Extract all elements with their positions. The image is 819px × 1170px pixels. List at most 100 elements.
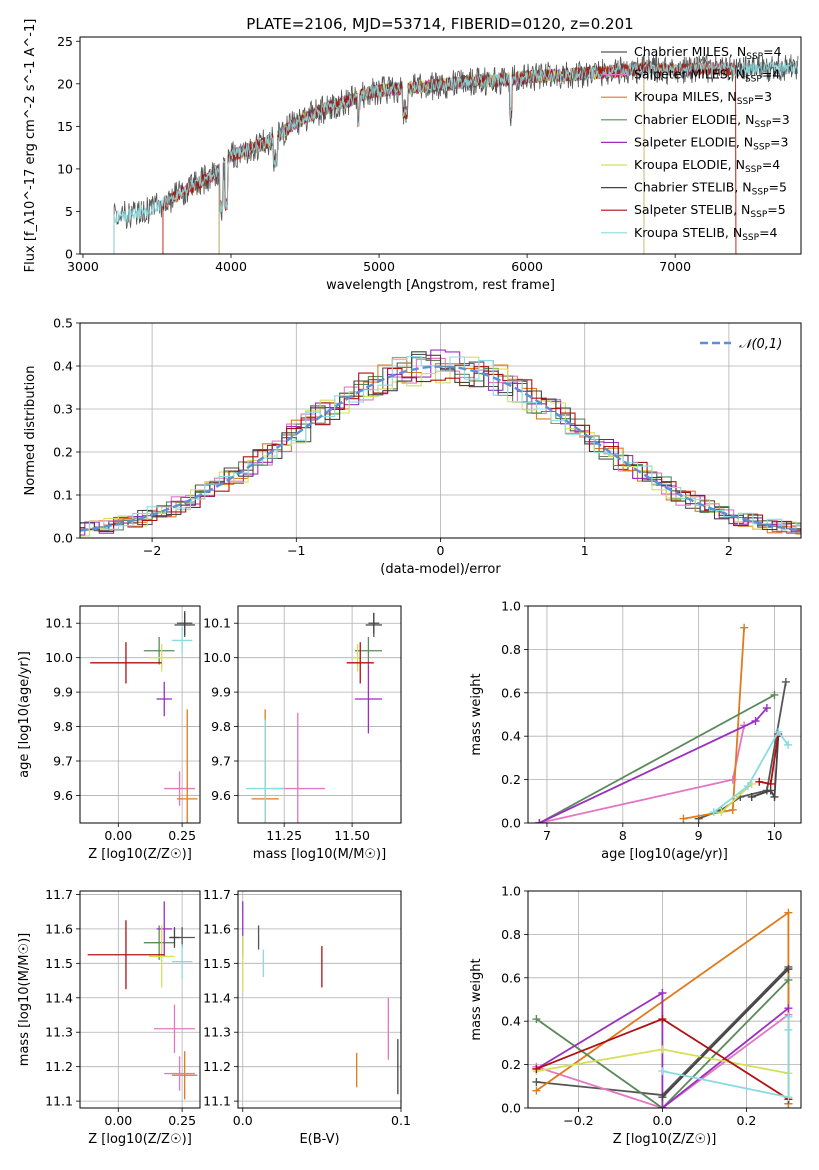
- mass-weight-marker: [784, 1004, 793, 1013]
- mass-vs-ebv-panel: 0.0 0.1 11.1 11.2 11.3 11.4 11.5 11.6 11.7 E(B-V): [203, 887, 411, 1147]
- residual-histogram-panel: −2 −1 0 1 2 0.0 0.1 0.2 0.3 0.4 0.5 (data-model)/er…: [23, 316, 802, 577]
- mass-weight-marker: [658, 988, 667, 997]
- y-tick-label: 11.2: [203, 1059, 231, 1074]
- legend-subscript: SSP: [754, 120, 771, 130]
- axes-frame: [79, 36, 802, 255]
- x-tick-label: 0: [437, 543, 445, 558]
- legend-value: =4: [762, 157, 780, 172]
- x-tick-label: 11.25: [266, 828, 302, 843]
- x-axis-label: Z [log10(Z/Z☉)]: [613, 1132, 717, 1147]
- x-tick-label: 2: [725, 543, 733, 558]
- mass-weight-marker: [658, 1045, 667, 1054]
- plot-area: [532, 908, 793, 1108]
- axes-frame: [527, 890, 802, 1109]
- y-axis-label: mass weight: [469, 958, 484, 1040]
- x-tick-label: 0.1: [391, 1113, 411, 1128]
- mass-weight-vs-metallicity-panel: −0.2 0.0 0.2 0.0 0.2 0.4 0.6 0.8 1.0 Z [log10(Z/Z…: [469, 884, 802, 1147]
- plot-area: [242, 901, 399, 1095]
- legend-value: =4: [763, 44, 781, 59]
- x-axis-label: Z [log10(Z/Z☉)]: [88, 847, 192, 862]
- y-tick-label: 11.5: [203, 956, 231, 971]
- x-tick-label: −2: [143, 543, 161, 558]
- x-tick-label: 4000: [215, 259, 247, 274]
- plot-area: [80, 349, 801, 537]
- y-tick-label: 11.3: [203, 1025, 231, 1040]
- mass-weight-marker: [784, 908, 793, 917]
- x-tick-label: 6000: [511, 259, 543, 274]
- y-tick-label: 9.9: [53, 685, 73, 700]
- mass-weight-marker: [784, 1012, 793, 1021]
- mass-weight-marker: [658, 1093, 667, 1102]
- mass-weight-marker: [728, 805, 737, 814]
- x-tick-label: 10: [767, 828, 783, 843]
- y-tick-label: 0.1: [53, 488, 73, 503]
- mass-weight-marker: [532, 1064, 541, 1073]
- y-tick-label: 11.4: [45, 990, 73, 1005]
- y-axis-label: age [log10(age/yr)]: [17, 651, 32, 778]
- x-tick-label: 9: [695, 828, 703, 843]
- legend-subscript: SSP: [745, 165, 762, 175]
- y-tick-label: 9.7: [53, 754, 73, 769]
- mass-weight-marker: [751, 717, 760, 726]
- y-tick-label: 11.5: [45, 956, 73, 971]
- x-tick-label: 0.25: [168, 828, 196, 843]
- mass-weight-marker: [781, 677, 790, 686]
- histogram-step: [80, 351, 801, 530]
- x-tick-label: 0.00: [104, 828, 132, 843]
- mass-weight-marker: [770, 792, 779, 801]
- mass-weight-line: [720, 783, 753, 813]
- mass-weight-marker: [770, 690, 779, 699]
- mass-weight-marker: [766, 779, 775, 788]
- y-tick-label: 5: [65, 204, 73, 219]
- mass-weight-line: [713, 730, 789, 813]
- y-tick-label: 11.6: [203, 921, 231, 936]
- y-tick-label: 0.0: [501, 816, 521, 831]
- legend-value: =3: [754, 89, 772, 104]
- legend-value: =5: [769, 180, 787, 195]
- age-vs-mass-panel: 11.25 11.50 9.6 9.7 9.8 9.9 10.0 10.1 mass [log1…: [203, 605, 402, 862]
- mass-weight-line: [751, 736, 780, 801]
- legend-subscript: SSP: [753, 142, 770, 152]
- plot-area: [87, 901, 198, 1100]
- y-tick-label: 9.8: [211, 719, 231, 734]
- mass-weight-marker: [740, 623, 749, 632]
- mass-weight-marker: [747, 792, 756, 801]
- mass-weight-line: [662, 1016, 790, 1099]
- legend-entry: Kroupa STELIB, NSSP=4: [634, 225, 778, 243]
- y-tick-label: 9.8: [53, 719, 73, 734]
- y-tick-label: 9.6: [53, 788, 73, 803]
- x-tick-label: −0.2: [563, 1113, 593, 1128]
- y-tick-label: 11.4: [203, 990, 231, 1005]
- spectrum-legend: Chabrier MILES, NSSP=4 Salpeter MILES, NS…: [601, 44, 790, 243]
- y-axis-label: mass [log10(M/M☉)]: [17, 933, 32, 1066]
- mass-weight-line: [698, 681, 787, 820]
- x-tick-label: 0.25: [168, 1113, 196, 1128]
- legend-subscript: SSP: [746, 52, 763, 62]
- axes-frame: [237, 890, 402, 1109]
- y-tick-label: 0.8: [501, 927, 521, 942]
- x-tick-label: 3000: [67, 259, 99, 274]
- y-axis-label: mass weight: [469, 673, 484, 755]
- y-tick-label: 0.4: [53, 359, 73, 374]
- x-tick-label: 7000: [659, 259, 691, 274]
- y-axis-label: Normed distribution: [23, 366, 38, 496]
- mass-weight-marker: [784, 1025, 793, 1034]
- mass-weight-marker: [535, 819, 544, 823]
- legend-entry: Chabrier MILES, NSSP=4: [634, 44, 782, 62]
- legend-entry: Kroupa ELODIE, NSSP=4: [634, 157, 780, 175]
- mass-weight-marker: [784, 965, 793, 974]
- y-tick-label: 10.1: [203, 616, 231, 631]
- legend-subscript: SSP: [742, 233, 759, 243]
- mass-weight-marker: [762, 703, 771, 712]
- mass-weight-marker: [755, 777, 764, 786]
- y-tick-label: 10.1: [45, 616, 73, 631]
- legend-subscript: SSP: [737, 97, 754, 107]
- y-tick-label: 10.0: [203, 650, 231, 665]
- legend-subscript: SSP: [752, 188, 769, 198]
- y-tick-label: 0.0: [501, 1101, 521, 1116]
- legend-entry: Salpeter MILES, NSSP=4: [634, 67, 780, 85]
- y-tick-label: 0.2: [53, 445, 73, 460]
- y-tick-label: 11.3: [45, 1025, 73, 1040]
- x-tick-label: 0.0: [652, 1113, 672, 1128]
- y-tick-label: 11.7: [45, 887, 73, 902]
